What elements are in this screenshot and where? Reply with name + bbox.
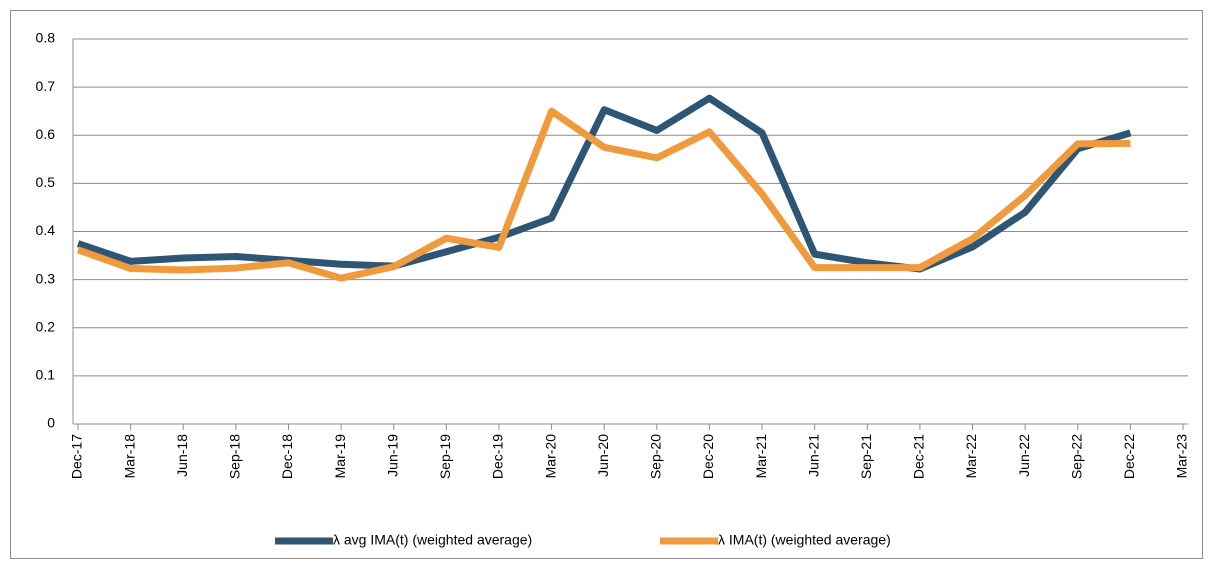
y-tick-label: 0.8 [36, 30, 56, 46]
x-tick-label: Dec-17 [69, 434, 85, 479]
y-tick-label: 0.1 [36, 367, 56, 383]
y-tick-label: 0.4 [36, 222, 56, 238]
y-tick-label: 0.6 [36, 126, 56, 142]
legend-label: λ avg IMA(t) (weighted average) [333, 532, 532, 548]
x-tick-label: Jun-22 [1016, 434, 1032, 477]
y-tick-label: 0 [47, 415, 55, 431]
x-tick-label: Jun-20 [595, 434, 611, 477]
x-tick-label: Jun-19 [384, 434, 400, 477]
x-tick-label: Dec-21 [911, 434, 927, 479]
series-line [76, 107, 1131, 282]
x-tick-label: Sep-22 [1068, 434, 1084, 479]
y-tick-label: 0.3 [36, 270, 56, 286]
x-tick-label: Mar-22 [963, 434, 979, 479]
y-tick-label: 0.7 [36, 78, 56, 94]
x-tick-label: Dec-22 [1121, 434, 1137, 479]
y-tick-label: 0.2 [36, 318, 56, 334]
x-tick-label: Dec-20 [700, 434, 716, 479]
x-tick-label: Sep-20 [648, 434, 664, 479]
series-line [76, 94, 1132, 273]
x-tick-label: Jun-21 [805, 434, 821, 477]
x-tick-label: Sep-18 [227, 434, 243, 479]
x-tick-label: Jun-18 [174, 434, 190, 477]
x-tick-label: Mar-21 [753, 434, 769, 479]
y-tick-label: 0.5 [36, 174, 56, 190]
x-tick-label: Dec-18 [279, 434, 295, 479]
x-tick-label: Mar-19 [332, 434, 348, 479]
x-tick-label: Mar-20 [542, 434, 558, 479]
x-tick-label: Mar-18 [121, 434, 137, 479]
chart-border [10, 10, 1203, 559]
x-tick-label: Sep-21 [858, 434, 874, 479]
x-tick-label: Dec-19 [490, 434, 506, 479]
x-tick-label: Sep-19 [437, 434, 453, 479]
x-tick-label: Mar-23 [1174, 434, 1190, 479]
legend-label: λ IMA(t) (weighted average) [718, 532, 891, 548]
